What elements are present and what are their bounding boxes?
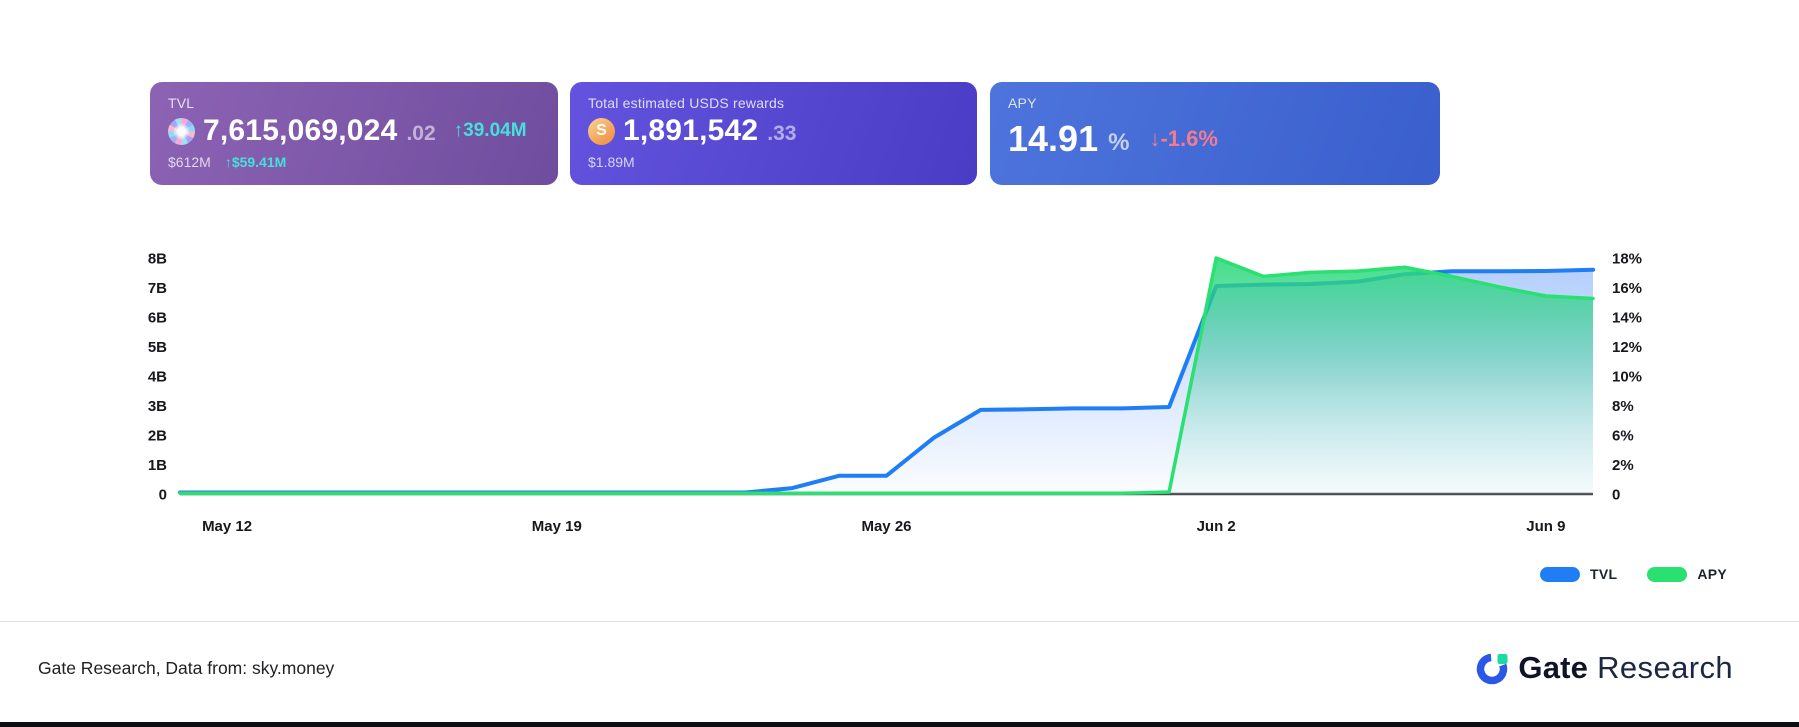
right-axis-tick: 8% [1612, 398, 1634, 415]
right-axis-tick: 14% [1612, 310, 1642, 327]
gate-logo-icon [1477, 653, 1508, 685]
brand-name-light: Research [1597, 650, 1733, 685]
legend-item-apy[interactable]: APY [1647, 566, 1727, 582]
apy-unit: % [1108, 129, 1130, 156]
rewards-value-decimal: .33 [767, 122, 797, 145]
apy-legend-swatch [1647, 566, 1688, 582]
right-axis-tick: 10% [1612, 369, 1642, 386]
left-axis-tick: 5B [148, 339, 167, 356]
apy-value: 14.91 [1008, 118, 1099, 159]
x-axis-tick: Jun 2 [1197, 518, 1236, 535]
left-axis-tick: 1B [148, 457, 167, 474]
usds-coin-icon: S [588, 117, 615, 145]
tvl-usd-delta: ↑$59.41M [224, 154, 287, 170]
left-axis-tick: 3B [148, 398, 167, 415]
apy-area [180, 258, 1593, 494]
tvl-value: 7,615,069,024 [203, 114, 398, 147]
tvl-legend-swatch [1539, 566, 1580, 582]
rewards-value: 1,891,542 [623, 114, 759, 147]
left-axis-tick: 7B [148, 280, 167, 297]
chart-legend: TVL APY [1539, 566, 1727, 582]
legend-item-tvl[interactable]: TVL [1539, 566, 1618, 582]
left-axis-tick: 6B [148, 310, 167, 327]
apy-card: APY 14.91% ↓-1.6% [990, 82, 1440, 185]
apy-delta: ↓-1.6% [1149, 126, 1218, 151]
left-axis-tick: 2B [148, 428, 167, 445]
tvl-value-decimal: .02 [406, 122, 436, 145]
tvl-apy-chart: 8B 7B 6B 5B 4B 3B 2B 1B 0 18% 16% 14% 12% 10% 8% 6% 2% 0 M… [148, 251, 1642, 536]
left-axis-tick: 0 [159, 487, 167, 504]
tvl-usd-value: $612M [168, 154, 211, 170]
tvl-card: TVL 7,615,069,024 .02 ↑39.04M $612M ↑$59.… [150, 82, 558, 185]
rewards-card-label: Total estimated USDS rewards [588, 95, 785, 111]
right-axis-tick: 12% [1612, 339, 1642, 356]
right-axis-tick: 2% [1612, 457, 1634, 474]
right-axis-tick: 6% [1612, 428, 1634, 445]
apy-legend-label: APY [1697, 566, 1727, 582]
data-source-text: Gate Research, Data from: sky.money [38, 658, 335, 678]
left-axis-tick: 8B [148, 251, 167, 268]
right-axis-tick: 18% [1612, 251, 1642, 268]
tvl-delta: ↑39.04M [453, 120, 527, 141]
x-axis-tick: May 12 [202, 518, 252, 535]
tvl-card-label: TVL [168, 95, 195, 111]
rewards-card: Total estimated USDS rewards S 1,891,542… [570, 82, 977, 185]
x-axis-tick: May 19 [532, 518, 582, 535]
rewards-usd-value: $1.89M [588, 154, 635, 170]
apy-card-label: APY [1008, 95, 1037, 111]
footer-divider [0, 621, 1799, 622]
x-axis-tick: May 26 [861, 518, 911, 535]
gate-research-logo: Gate Research [1476, 650, 1733, 686]
left-axis-tick: 4B [148, 369, 167, 386]
x-axis-tick: Jun 9 [1526, 518, 1565, 535]
right-axis-tick: 0 [1612, 487, 1620, 504]
sky-token-icon [168, 117, 195, 145]
right-axis-tick: 16% [1612, 280, 1642, 297]
apy-line [178, 256, 1595, 496]
bottom-border-bar [0, 722, 1799, 727]
tvl-legend-label: TVL [1589, 566, 1618, 582]
brand-name-bold: Gate [1518, 650, 1589, 685]
